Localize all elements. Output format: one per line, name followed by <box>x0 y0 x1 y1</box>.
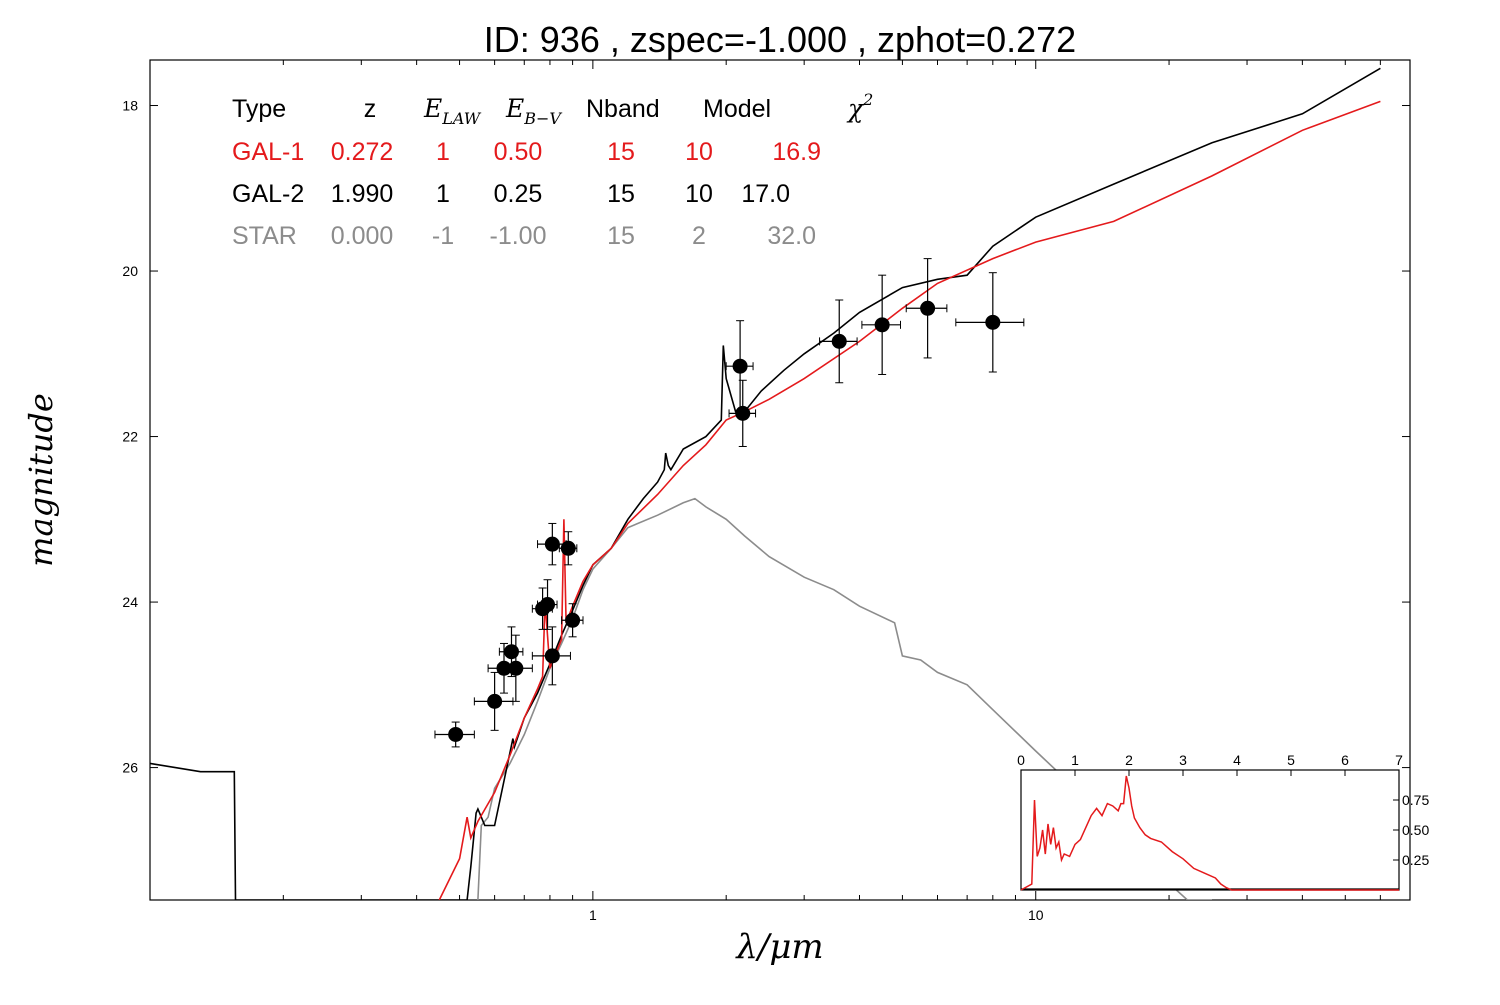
legend-ebv-cell: 0.50 <box>494 138 543 166</box>
y-tick-label: 18 <box>122 98 138 114</box>
sed-line-star <box>477 497 1212 900</box>
inset-frame <box>1020 769 1400 891</box>
x-tick-label: 1 <box>589 907 597 923</box>
legend-type-cell: GAL-1 <box>232 138 304 166</box>
legend-elaw-cell: 1 <box>436 180 450 208</box>
data-point-marker <box>565 612 581 628</box>
legend-header-elaw: ELAW <box>423 94 482 128</box>
legend-model-cell: 2 <box>692 222 706 250</box>
data-point-marker <box>985 314 1001 330</box>
x-tick-label: 10 <box>1028 907 1044 923</box>
data-point-marker <box>503 644 519 660</box>
sed-line-gal-2 <box>150 67 1381 900</box>
legend-chi2-cell: 17.0 <box>741 180 790 208</box>
legend-row-star: STAR 0.000 -1 -1.00 15 2 32.0 <box>232 222 816 250</box>
inset-x-tick-label: 6 <box>1341 752 1349 768</box>
photometry-point <box>473 671 514 731</box>
main-curves <box>150 67 1381 900</box>
legend-ebv-cell: -1.00 <box>490 222 547 250</box>
data-point-marker <box>448 726 464 742</box>
data-point-marker <box>508 660 524 676</box>
data-point-marker <box>735 405 751 421</box>
photometry-point <box>819 299 858 384</box>
legend-model-cell: 10 <box>685 180 713 208</box>
legend-z-cell: 0.000 <box>331 222 394 250</box>
data-point-marker <box>920 300 936 316</box>
data-point-marker <box>487 693 503 709</box>
photometry-point <box>558 531 578 566</box>
inset-x-tick-label: 3 <box>1179 752 1187 768</box>
redshift-pdf-inset: 0 1 2 3 4 5 6 7 0.25 0.50 0.75 <box>1017 752 1429 891</box>
data-point-marker <box>544 536 560 552</box>
photometry-point <box>537 579 558 630</box>
y-tick-label: 22 <box>122 429 138 445</box>
inset-y-tick-label: 0.25 <box>1402 852 1429 868</box>
fit-legend: Type z ELAW EB−V Nband Model χ2 GAL-1 0.2… <box>232 90 873 250</box>
legend-ebv-cell: 0.25 <box>494 180 543 208</box>
y-tick-label: 26 <box>122 760 138 776</box>
legend-chi2-cell: 16.9 <box>772 138 821 166</box>
y-axis-label: magnitude <box>22 393 60 567</box>
legend-nband-cell: 15 <box>607 222 635 250</box>
legend-header-chi2: χ2 <box>846 90 873 123</box>
inset-x-tick-label: 5 <box>1287 752 1295 768</box>
data-point-marker <box>874 317 890 333</box>
inset-ticks: 0 1 2 3 4 5 6 7 0.25 0.50 0.75 <box>1017 752 1429 868</box>
legend-rows: GAL-1 0.272 1 0.50 15 10 16.9 GAL-2 1.990 1 0.25 15… <box>232 138 821 250</box>
photometry-point <box>531 626 571 686</box>
inset-x-tick-label: 7 <box>1395 752 1403 768</box>
inset-y-tick-label: 0.75 <box>1402 792 1429 808</box>
legend-elaw-cell: 1 <box>436 138 450 166</box>
legend-header-nband: Nband <box>586 95 660 123</box>
x-axis-label: λ/μm <box>734 927 823 967</box>
legend-nband-cell: 15 <box>607 180 635 208</box>
photometry-point <box>728 379 757 447</box>
photometry-point <box>497 634 533 702</box>
legend-row-gal-2: GAL-2 1.990 1 0.25 15 10 17.0 <box>232 180 790 208</box>
data-point-marker <box>540 597 556 613</box>
data-point-marker <box>732 358 748 374</box>
inset-x-tick-label: 2 <box>1125 752 1133 768</box>
inset-x-tick-label: 1 <box>1071 752 1079 768</box>
photometry-point <box>905 258 948 359</box>
sed-line-gal-1 <box>438 100 1381 900</box>
photometry-point <box>861 274 901 375</box>
photometry-point <box>725 320 754 413</box>
photometry-point <box>955 272 1025 373</box>
data-point-marker <box>560 540 576 556</box>
legend-header-ebv: EB−V <box>505 94 562 128</box>
legend-type-cell: GAL-2 <box>232 180 304 208</box>
inset-x-tick-label: 0 <box>1017 752 1025 768</box>
legend-nband-cell: 15 <box>607 138 635 166</box>
pdz-curve <box>1020 775 1399 891</box>
legend-type-cell: STAR <box>232 222 297 250</box>
legend-header-z: z <box>364 95 377 123</box>
data-point-marker <box>831 333 847 349</box>
photometry-point <box>537 522 567 566</box>
photometry-point <box>434 721 475 748</box>
legend-header-type: Type <box>232 95 286 123</box>
main-plot-frame <box>149 59 1411 901</box>
inset-y-tick-label: 0.50 <box>1402 822 1429 838</box>
legend-header-model: Model <box>703 95 771 123</box>
inset-curves <box>1020 775 1399 891</box>
y-tick-label: 24 <box>122 594 138 610</box>
legend-chi2-cell: 32.0 <box>767 222 816 250</box>
chart-title: ID: 936 , zspec=-1.000 , zphot=0.272 <box>484 19 1076 60</box>
inset-x-tick-label: 4 <box>1233 752 1241 768</box>
photometry-point <box>561 603 584 638</box>
legend-z-cell: 0.272 <box>331 138 394 166</box>
legend-row-gal-1: GAL-1 0.272 1 0.50 15 10 16.9 <box>232 138 821 166</box>
legend-z-cell: 1.990 <box>331 180 394 208</box>
legend-model-cell: 10 <box>685 138 713 166</box>
main-points <box>434 258 1025 748</box>
legend-elaw-cell: -1 <box>432 222 454 250</box>
y-tick-label: 20 <box>122 263 138 279</box>
data-point-marker <box>544 648 560 664</box>
